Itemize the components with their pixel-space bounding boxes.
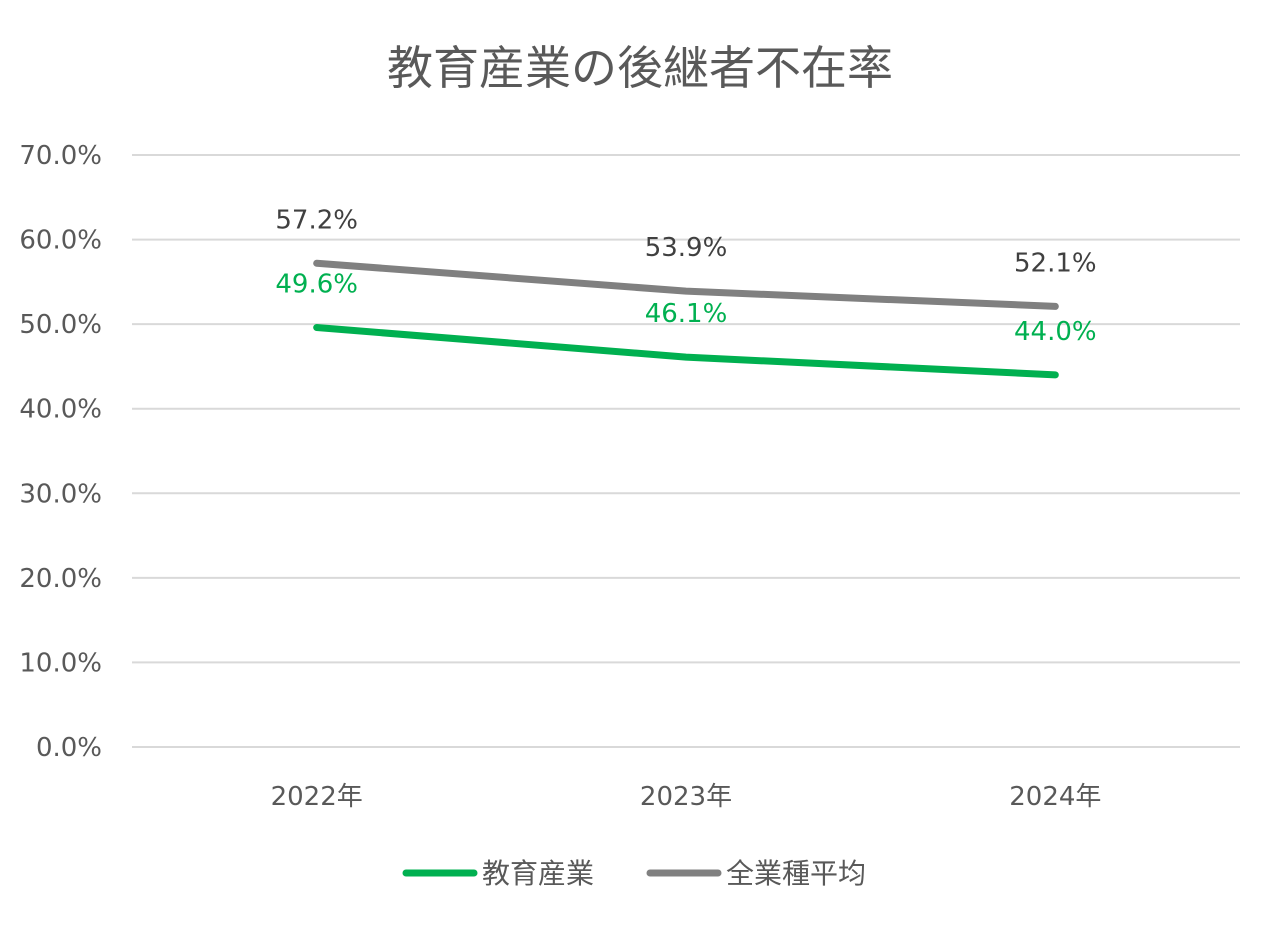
legend-label: 全業種平均: [726, 857, 866, 890]
y-axis: 0.0% 10.0% 20.0% 30.0% 40.0% 50.0% 60.0% 70.0%: [19, 141, 102, 763]
series-lines: [313, 259, 1059, 379]
y-tick-label: 10.0%: [19, 648, 102, 678]
data-label: 52.1%: [1014, 248, 1097, 278]
data-label: 44.0%: [1014, 317, 1097, 347]
data-label: 49.6%: [275, 270, 358, 300]
legend-label: 教育産業: [482, 857, 594, 890]
y-tick-label: 60.0%: [19, 226, 102, 256]
data-label: 53.9%: [645, 233, 728, 263]
x-tick-label: 2024年: [1009, 782, 1101, 812]
y-tick-label: 0.0%: [36, 733, 102, 763]
x-axis: 2022年 2023年 2024年: [271, 782, 1102, 812]
series-line-1: [313, 259, 1059, 310]
y-tick-label: 70.0%: [19, 141, 102, 171]
data-label: 57.2%: [275, 205, 358, 235]
chart-title: 教育産業の後継者不在率: [387, 41, 893, 95]
legend-item: 全業種平均: [646, 857, 866, 890]
x-tick-label: 2023年: [640, 782, 732, 812]
legend-item: 教育産業: [402, 857, 594, 890]
legend: 教育産業 全業種平均: [402, 857, 866, 890]
data-label: 46.1%: [645, 299, 728, 329]
y-tick-label: 20.0%: [19, 564, 102, 594]
x-tick-label: 2022年: [271, 782, 363, 812]
y-tick-label: 40.0%: [19, 395, 102, 425]
series-line-0: [313, 324, 1059, 379]
data-labels: 49.6% 46.1% 44.0% 57.2% 53.9% 52.1%: [275, 205, 1096, 347]
y-tick-label: 30.0%: [19, 479, 102, 509]
y-tick-label: 50.0%: [19, 310, 102, 340]
